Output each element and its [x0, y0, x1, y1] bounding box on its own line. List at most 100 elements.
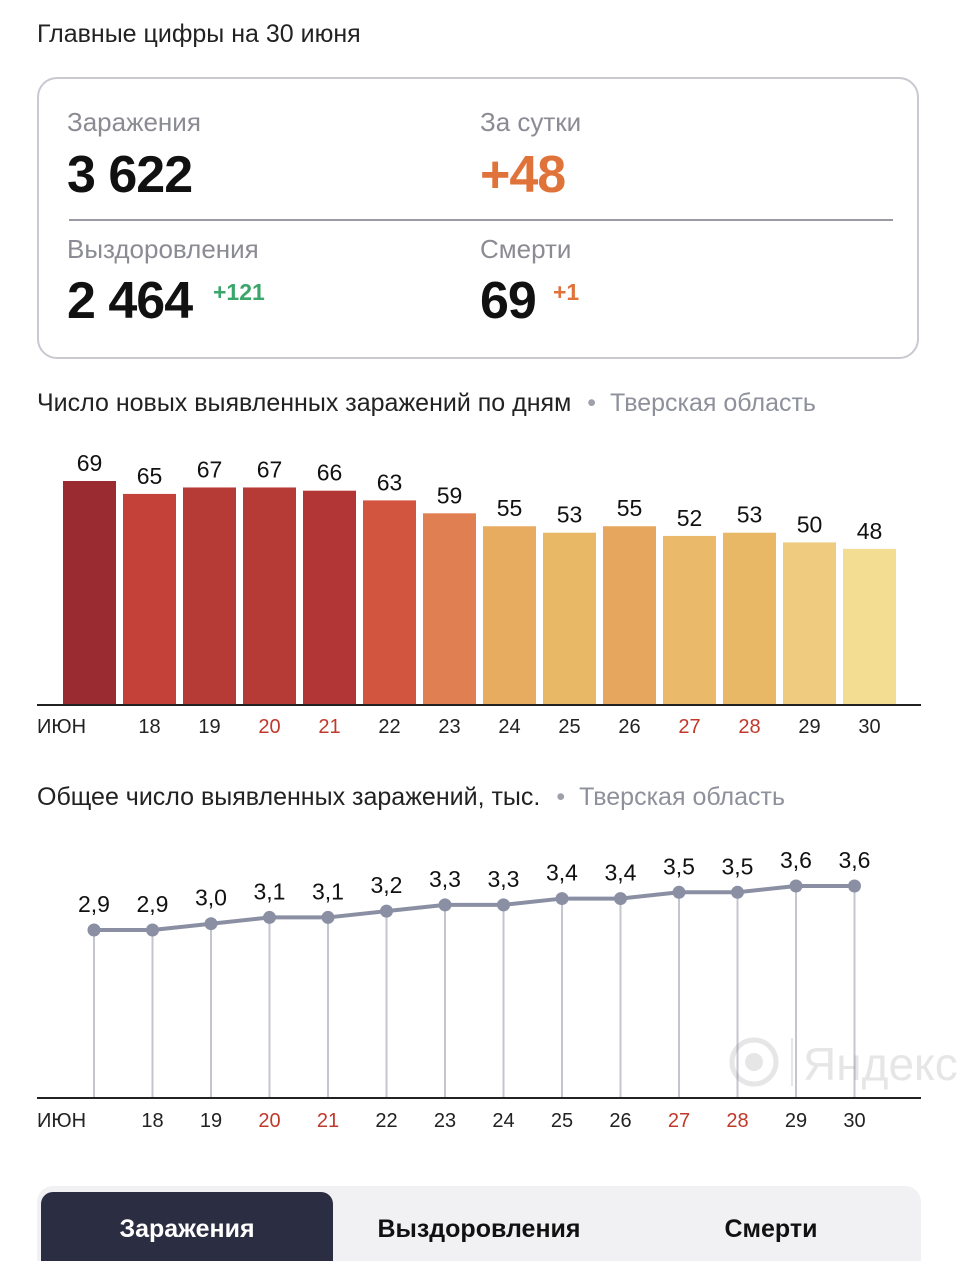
bar	[363, 500, 416, 704]
deaths-value: 69	[480, 272, 537, 330]
separator-dot: •	[587, 389, 597, 417]
x-tick-label: 26	[609, 1110, 631, 1132]
yandex-watermark: Яндекс	[729, 1037, 958, 1090]
point-value-label: 3,0	[195, 885, 227, 911]
x-tick-label: 24	[498, 716, 520, 738]
x-tick-label: 21	[317, 1110, 339, 1132]
point-value-label: 3,3	[429, 866, 461, 892]
daily-label: За сутки	[480, 107, 582, 137]
bar	[843, 548, 896, 704]
line-chart-title: Общее число выявленных заражений, тыс.	[37, 783, 541, 811]
bar-value-label: 59	[437, 482, 463, 508]
watermark-circle	[729, 1037, 779, 1087]
x-tick-label: 23	[438, 716, 460, 738]
daily-value: +48	[480, 146, 566, 204]
line-chart-region: Тверская область	[579, 783, 786, 811]
x-tick-label: 18	[138, 716, 160, 738]
point-value-label: 2,9	[137, 891, 169, 917]
summary-card: Заражения 3 622 За сутки +48 Выздоровлен…	[37, 77, 919, 359]
x-tick-label: ИЮН	[37, 716, 86, 738]
bar-value-label: 63	[377, 469, 403, 495]
x-tick-label: 19	[200, 1110, 222, 1132]
bar-value-label: 50	[797, 511, 823, 537]
data-point	[497, 898, 510, 912]
deaths-delta: +1	[553, 279, 580, 305]
bar	[423, 513, 476, 704]
data-point	[672, 885, 686, 899]
tab-recoveries[interactable]: Выздоровления	[377, 1215, 581, 1243]
point-value-label: 3,5	[722, 853, 754, 879]
total-infections-line-chart: 2,9 2,9 3,0 3,1 3,1 3,2 3,3 3,3 3,4 3,4 3,5 3,5 3,6 3…	[37, 847, 958, 1132]
watermark-dot	[745, 1053, 763, 1071]
data-point	[204, 917, 218, 931]
x-tick-label: 28	[726, 1110, 748, 1132]
infections-value: 3 622	[67, 146, 193, 204]
bar-value-label: 65	[137, 463, 163, 489]
recoveries-value: 2 464	[67, 272, 193, 330]
x-tick-label: 22	[378, 716, 400, 738]
x-tick-label: ИЮН	[37, 1110, 86, 1132]
x-tick-label: 27	[668, 1110, 690, 1132]
bar	[63, 481, 116, 704]
data-point	[380, 904, 393, 918]
page-heading: Главные цифры на 30 июня	[37, 20, 361, 48]
data-point	[731, 885, 744, 899]
data-point	[263, 910, 276, 924]
bar	[783, 542, 836, 704]
tab-deaths[interactable]: Смерти	[724, 1215, 818, 1243]
point-value-label: 3,6	[780, 847, 812, 873]
separator-dot: •	[556, 783, 566, 811]
bar-value-label: 67	[197, 456, 223, 482]
x-tick-label: 27	[678, 716, 700, 738]
bar-value-label: 53	[737, 502, 763, 528]
bar-value-label: 67	[257, 456, 283, 482]
point-value-label: 3,1	[254, 878, 286, 904]
deaths-label: Смерти	[480, 234, 572, 264]
x-tick-label: 29	[798, 716, 820, 738]
point-value-label: 3,1	[312, 878, 344, 904]
data-point	[87, 923, 101, 937]
line-chart-title-row: Общее число выявленных заражений, тыс. • Т…	[37, 783, 785, 812]
bar-chart-region: Тверская область	[610, 389, 816, 417]
recoveries-delta: +121	[213, 279, 265, 305]
watermark-text: Яндекс	[803, 1038, 958, 1090]
point-value-label: 3,2	[371, 872, 403, 898]
bar	[183, 487, 236, 704]
bar-chart-title: Число новых выявленных заражений по дням	[37, 389, 572, 417]
x-tick-label: 20	[258, 1110, 280, 1132]
point-value-label: 3,6	[839, 847, 871, 873]
data-point	[848, 879, 861, 893]
x-tick-label: 25	[558, 716, 580, 738]
point-value-label: 3,4	[546, 860, 578, 886]
x-tick-label: 20	[258, 716, 280, 738]
x-tick-label: 19	[198, 716, 220, 738]
bar	[543, 532, 596, 704]
data-point	[321, 910, 335, 924]
point-value-label: 3,5	[663, 853, 695, 879]
tab-bar: Заражения Выздоровления Смерти	[37, 1186, 921, 1261]
bar	[123, 493, 176, 704]
point-value-label: 3,4	[605, 860, 637, 886]
data-point	[789, 879, 803, 893]
x-tick-label: 25	[551, 1110, 573, 1132]
infections-label: Заражения	[67, 107, 201, 137]
series-line	[94, 884, 855, 932]
bar	[663, 535, 716, 704]
bar-value-label: 55	[617, 495, 643, 521]
data-point	[614, 892, 627, 906]
bar	[603, 526, 656, 704]
bar	[243, 487, 296, 704]
bar	[483, 526, 536, 704]
recoveries-label: Выздоровления	[67, 234, 259, 264]
bar-value-label: 52	[677, 505, 703, 531]
point-value-label: 3,3	[488, 866, 520, 892]
x-tick-label: 28	[738, 716, 760, 738]
x-tick-label: 26	[618, 716, 640, 738]
tab-infections[interactable]: Заражения	[41, 1192, 333, 1261]
bar-value-label: 48	[857, 518, 883, 544]
x-tick-label: 24	[492, 1110, 514, 1132]
data-point	[438, 898, 452, 912]
x-tick-label: 23	[434, 1110, 456, 1132]
bar-value-label: 69	[77, 450, 103, 476]
bar	[723, 532, 776, 704]
